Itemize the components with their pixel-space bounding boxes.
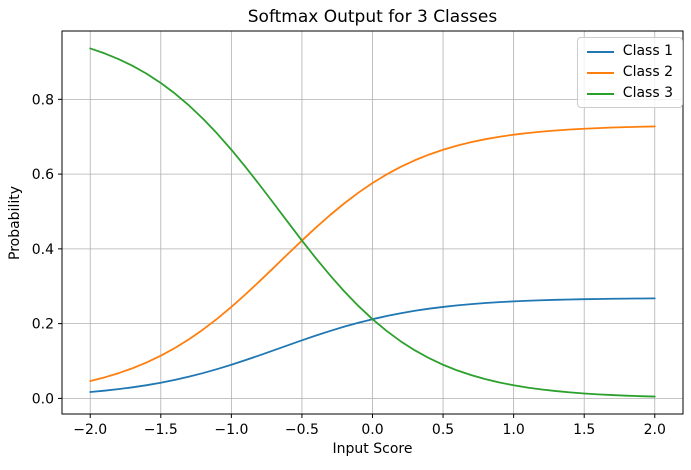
chart-title: Softmax Output for 3 Classes bbox=[247, 7, 498, 27]
x-tick-label: −1.5 bbox=[144, 422, 178, 438]
series-line-class-2 bbox=[89, 125, 656, 382]
y-tick-label: 0.4 bbox=[32, 242, 54, 258]
series-line-class-3 bbox=[89, 47, 656, 398]
legend-label: Class 3 bbox=[622, 85, 673, 101]
x-tick-label: 0.0 bbox=[361, 422, 383, 438]
y-axis-label: Probability bbox=[7, 185, 23, 261]
legend-line-sample bbox=[586, 92, 614, 95]
y-tick-label: 0.6 bbox=[32, 167, 54, 183]
legend-label: Class 2 bbox=[622, 64, 673, 80]
legend-item-class-2: Class 2 bbox=[586, 64, 673, 81]
legend: Class 1 Class 2 Class 3 bbox=[576, 37, 683, 108]
legend-item-class-3: Class 3 bbox=[586, 85, 673, 102]
y-tick-label: 0.8 bbox=[32, 92, 54, 108]
x-tick-label: −2.0 bbox=[73, 422, 107, 438]
x-axis-label: Input Score bbox=[332, 441, 413, 457]
legend-line-sample bbox=[586, 50, 614, 53]
legend-line-sample bbox=[586, 71, 614, 74]
y-tick-label: 0.0 bbox=[32, 391, 54, 407]
legend-item-class-1: Class 1 bbox=[586, 43, 673, 60]
x-tick-label: 2.0 bbox=[644, 422, 666, 438]
x-tick-label: −1.0 bbox=[214, 422, 248, 438]
y-tick-label: 0.2 bbox=[32, 317, 54, 333]
x-tick-label: 1.0 bbox=[503, 422, 525, 438]
legend-label: Class 1 bbox=[622, 43, 673, 59]
x-tick-label: 1.5 bbox=[573, 422, 595, 438]
x-tick-label: 0.5 bbox=[432, 422, 454, 438]
x-tick-label: −0.5 bbox=[285, 422, 319, 438]
